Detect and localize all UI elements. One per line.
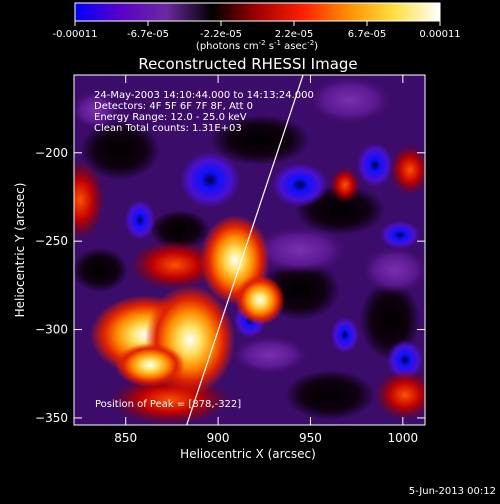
- info-annotations: 24-May-2003 14:10:44.000 to 14:13:24.000…: [94, 90, 314, 134]
- annotation-time: 24-May-2003 14:10:44.000 to 14:13:24.000: [94, 90, 314, 101]
- solar-limb-line: [186, 74, 304, 426]
- colorbar-unit-label: (photons cm-2 s-1 asec-2): [196, 39, 318, 52]
- chart-title: Reconstructed RHESSI Image: [138, 55, 357, 73]
- colorbar-tick-label: -6.7e-05: [127, 29, 169, 40]
- x-axis-ticks: 850 900 950 1000: [114, 75, 418, 445]
- colorbar-tick-label: -2.2e-05: [200, 29, 242, 40]
- x-tick-label: 900: [207, 431, 230, 445]
- annotation-detectors: Detectors: 4F 5F 6F 7F 8F, Att 0: [94, 101, 253, 112]
- y-tick-label: −350: [35, 411, 68, 425]
- annotation-counts: Clean Total counts: 1.31E+03: [94, 123, 242, 134]
- colorbar-tick-label: 2.2e-05: [275, 29, 313, 40]
- x-tick-label: 950: [299, 431, 322, 445]
- peak-position-label: Position of Peak = [878,-322]: [95, 399, 241, 410]
- y-axis-ticks: −200 −250 −300 −350: [35, 146, 425, 425]
- colorbar: [74, 2, 441, 22]
- plot-frame: [73, 74, 426, 426]
- y-axis-label: Heliocentric Y (arcsec): [13, 183, 27, 318]
- y-tick-label: −200: [35, 146, 68, 160]
- colorbar-tick-label: 0.00011: [419, 29, 460, 40]
- footer-date: 5-Jun-2013 00:12: [409, 486, 496, 497]
- x-axis-label: Heliocentric X (arcsec): [180, 447, 316, 461]
- colorbar-ticks: -0.00011 -6.7e-05 -2.2e-05 2.2e-05 6.7e-05 0.…: [53, 21, 461, 40]
- colorbar-tick-label: 6.7e-05: [348, 29, 386, 40]
- x-tick-label: 1000: [388, 431, 419, 445]
- heatmap-image: [74, 75, 425, 425]
- annotation-energy: Energy Range: 12.0 - 25.0 keV: [94, 112, 247, 123]
- x-tick-label: 850: [114, 431, 137, 445]
- colorbar-tick-label: -0.00011: [53, 29, 98, 40]
- y-tick-label: −300: [35, 323, 68, 337]
- y-tick-label: −250: [35, 234, 68, 248]
